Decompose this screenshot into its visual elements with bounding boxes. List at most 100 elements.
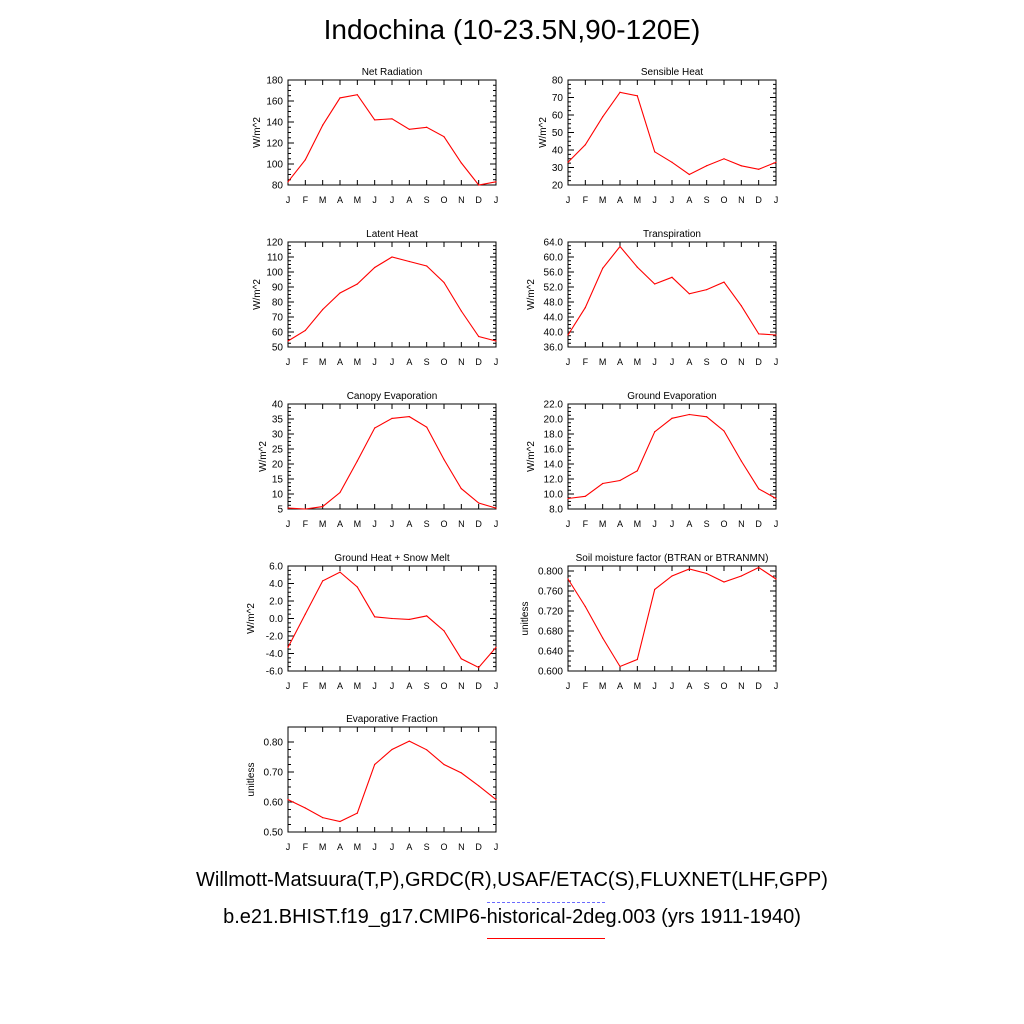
y-tick-label: 64.0 [544, 238, 564, 249]
data-point [304, 807, 306, 809]
data-point [287, 181, 289, 183]
x-tick-label: M [634, 681, 642, 691]
x-tick-label: J [286, 357, 291, 367]
x-tick-label: A [406, 842, 412, 852]
y-tick-label: -4.0 [266, 649, 284, 660]
x-tick-label: J [774, 519, 779, 529]
y-tick-label: 20 [272, 460, 284, 471]
x-tick-label: A [337, 681, 343, 691]
data-point [654, 431, 656, 433]
y-axis-label: unitless [520, 602, 531, 636]
x-tick-label: F [303, 519, 309, 529]
y-tick-label: 60 [272, 328, 284, 339]
panel-title: Ground Evaporation [627, 391, 717, 402]
x-tick-label: S [424, 681, 430, 691]
data-point [740, 460, 742, 462]
data-point [688, 173, 690, 176]
x-tick-label: J [652, 357, 657, 367]
x-tick-label: A [617, 195, 623, 205]
data-point [356, 283, 358, 285]
y-tick-label: 0.600 [538, 667, 563, 678]
data-point [426, 126, 428, 128]
y-tick-label: 50 [272, 343, 284, 354]
x-tick-label: N [738, 195, 745, 205]
y-axis-label: unitless [246, 763, 257, 797]
x-tick-label: N [738, 357, 745, 367]
x-tick-label: M [634, 519, 642, 529]
x-tick-label: M [319, 842, 327, 852]
y-tick-label: 20 [552, 181, 564, 192]
y-tick-label: 110 [267, 253, 283, 264]
data-point [619, 91, 621, 93]
data-point [339, 571, 341, 573]
y-tick-label: 80 [272, 298, 284, 309]
data-point [688, 293, 690, 295]
x-tick-label: J [390, 357, 395, 367]
data-point [584, 307, 586, 309]
data-point [408, 740, 410, 742]
x-tick-label: S [424, 842, 430, 852]
series-line [567, 245, 777, 336]
y-tick-label: 40 [272, 400, 284, 411]
panel-title: Sensible Heat [641, 67, 703, 78]
y-tick-label: 80 [272, 181, 284, 192]
x-tick-label: F [303, 842, 309, 852]
x-tick-label: J [774, 195, 779, 205]
data-point [740, 305, 742, 307]
data-point [758, 168, 760, 170]
y-tick-label: 0.760 [538, 587, 563, 598]
data-point [775, 578, 777, 580]
panel-frame [287, 241, 497, 348]
x-tick-label: F [303, 681, 309, 691]
data-point [391, 617, 393, 620]
x-tick-label: N [458, 519, 465, 529]
x-tick-label: A [406, 681, 412, 691]
y-tick-label: 40.0 [544, 328, 564, 339]
data-point [339, 292, 341, 294]
data-point [688, 568, 690, 570]
y-tick-label: -2.0 [266, 632, 284, 643]
y-tick-label: 90 [272, 283, 284, 294]
y-tick-label: 16.0 [544, 445, 564, 456]
y-axis-label: W/m^2 [526, 441, 537, 472]
y-axis-label: W/m^2 [246, 603, 257, 634]
data-point [478, 335, 480, 338]
y-tick-label: 30 [552, 163, 564, 174]
panel-title: Transpiration [643, 229, 701, 240]
data-point [339, 491, 341, 494]
data-point [460, 488, 462, 490]
x-tick-label: F [583, 357, 589, 367]
x-tick-label: D [475, 357, 482, 367]
data-point [408, 416, 410, 418]
series-line [287, 571, 497, 669]
data-point [584, 144, 586, 146]
y-axis-label: W/m^2 [252, 117, 263, 148]
data-point [408, 260, 410, 263]
data-point [654, 588, 656, 591]
data-point [322, 124, 324, 126]
data-point [322, 308, 324, 311]
data-point [374, 427, 376, 429]
y-tick-label: 0.80 [264, 738, 284, 749]
data-point [287, 507, 289, 509]
y-tick-label: 100 [266, 268, 283, 279]
data-point [706, 289, 708, 291]
y-tick-label: 18.0 [544, 430, 564, 441]
data-point [426, 615, 428, 617]
data-point [356, 94, 358, 96]
x-tick-label: D [755, 519, 762, 529]
x-tick-label: J [372, 195, 377, 205]
data-point [602, 267, 604, 269]
y-tick-label: 2.0 [269, 597, 283, 608]
x-tick-label: J [494, 681, 499, 691]
x-tick-label: O [720, 681, 727, 691]
x-tick-label: M [319, 681, 327, 691]
data-point [758, 333, 760, 335]
x-tick-label: O [720, 357, 727, 367]
y-tick-label: 25 [272, 445, 284, 456]
y-tick-label: 60 [552, 111, 564, 122]
panel-title: Latent Heat [366, 229, 418, 240]
y-tick-label: 70 [272, 313, 284, 324]
data-point [602, 482, 604, 485]
